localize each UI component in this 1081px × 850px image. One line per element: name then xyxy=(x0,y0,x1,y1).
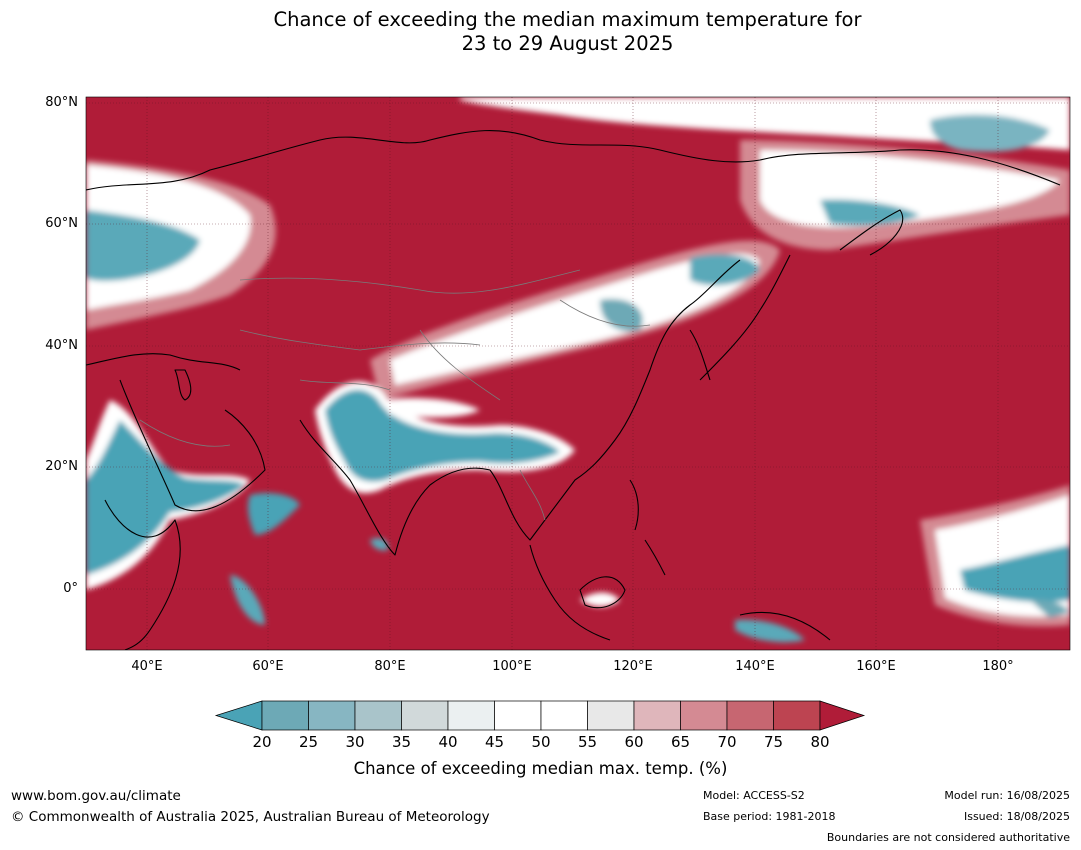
coast-new-guinea xyxy=(739,611,831,641)
colorbar-tick-label: 35 xyxy=(391,733,412,751)
national-boundaries xyxy=(139,269,651,521)
region-arabia-blue xyxy=(86,420,245,575)
title-line-1: Chance of exceeding the median maximum t… xyxy=(273,8,862,31)
lon-label-40e: 40°E xyxy=(131,659,163,674)
colorbar-tick-label: 80 xyxy=(810,733,830,751)
graticule xyxy=(86,97,1070,650)
region-horn-blue xyxy=(230,575,265,625)
colorbar-tick-label: 20 xyxy=(252,733,272,751)
footer-copyright: © Commonwealth of Australia 2025, Austra… xyxy=(11,809,490,825)
colorbar-segment xyxy=(773,700,821,731)
region-new-guinea-blue xyxy=(735,619,805,643)
colorbar-segments xyxy=(214,700,866,731)
colorbar-segment xyxy=(261,700,309,731)
colorbar-tick-label: 50 xyxy=(531,733,551,751)
coast-india xyxy=(299,419,491,556)
region-mongolia-band-white xyxy=(390,253,760,385)
coast-se-asia xyxy=(489,259,741,541)
colorbar-tick-label: 60 xyxy=(624,733,644,751)
map-title: Chance of exceeding the median maximum t… xyxy=(0,8,1081,56)
footer-base-period: Base period: 1981-2018 xyxy=(703,810,836,823)
coast-arabia xyxy=(119,379,266,512)
footer-website: www.bom.gov.au/climate xyxy=(11,788,181,804)
region-borneo-white xyxy=(580,592,620,607)
colorbar-tick-label: 45 xyxy=(484,733,505,751)
lon-label-100e: 100°E xyxy=(492,659,532,674)
lon-label-120e: 120°E xyxy=(613,659,653,674)
colorbar-tick-label: 25 xyxy=(298,733,319,751)
lat-label-60n: 60°N xyxy=(45,216,78,231)
region-north-europe-blue xyxy=(86,210,200,281)
lon-label-60e: 60°E xyxy=(252,659,284,674)
region-east-siberia-blue xyxy=(820,199,920,226)
colorbar-label: Chance of exceeding median max. temp. (%… xyxy=(353,759,728,778)
colorbar-tick-label: 40 xyxy=(438,733,458,751)
lon-label-160e: 160°E xyxy=(856,659,896,674)
lat-label-20n: 20°N xyxy=(45,459,78,474)
map-frame xyxy=(85,96,1071,651)
coast-arctic xyxy=(86,129,1061,191)
region-gulf-blue xyxy=(247,493,300,535)
lon-label-180: 180° xyxy=(982,659,1014,674)
lat-label-40n: 40°N xyxy=(45,338,78,353)
region-pacific-blue xyxy=(960,545,1070,602)
colorbar-segment xyxy=(726,700,774,731)
colorbar-tick-label: 30 xyxy=(345,733,365,751)
colorbar-segment xyxy=(540,700,588,731)
region-arctic-north xyxy=(460,97,1070,150)
coast-korea-japan xyxy=(689,254,791,381)
colorbar-segment xyxy=(401,700,449,731)
colorbar-segment xyxy=(633,700,681,731)
colorbar-tick-label: 70 xyxy=(717,733,737,751)
coastlines xyxy=(86,129,1061,650)
colorbar-tick-label: 55 xyxy=(577,733,598,751)
coast-caspian xyxy=(174,369,192,401)
colorbar-segment xyxy=(494,700,542,731)
lon-label-140e: 140°E xyxy=(735,659,775,674)
region-tibet-white xyxy=(380,398,480,418)
region-arctic-blue xyxy=(930,114,1050,152)
footer-model-run: Model run: 16/08/2025 xyxy=(944,789,1070,802)
footer-disclaimer: Boundaries are not considered authoritat… xyxy=(826,831,1070,844)
coast-philippines xyxy=(629,479,666,576)
colorbar-tick-label: 65 xyxy=(670,733,691,751)
region-south-asia-blue xyxy=(325,389,560,482)
title-line-2: 23 to 29 August 2025 xyxy=(461,32,674,55)
coast-kamchatka xyxy=(839,209,904,256)
colorbar-segment xyxy=(587,700,635,731)
footer-model: Model: ACCESS-S2 xyxy=(703,789,805,802)
region-mongolia-blue xyxy=(690,254,760,286)
coast-east-africa xyxy=(104,499,181,650)
coast-borneo xyxy=(579,576,626,609)
lat-label-80n: 80°N xyxy=(45,95,78,110)
coast-malay xyxy=(529,544,611,641)
colorbar-segment xyxy=(680,700,728,731)
colorbar-segment xyxy=(308,700,356,731)
colorbar-segment xyxy=(447,700,495,731)
lon-label-80e: 80°E xyxy=(374,659,406,674)
lat-label-0: 0° xyxy=(63,581,78,596)
probability-regions xyxy=(86,97,1070,643)
colorbar-extend-low xyxy=(214,700,263,731)
colorbar-tick-label: 75 xyxy=(763,733,784,751)
colorbar-extend-high xyxy=(819,700,866,731)
region-pacific-blue-2 xyxy=(1030,599,1070,618)
coast-mediterranean xyxy=(86,353,241,371)
footer-issued: Issued: 18/08/2025 xyxy=(963,810,1070,823)
colorbar-segment xyxy=(354,700,402,731)
